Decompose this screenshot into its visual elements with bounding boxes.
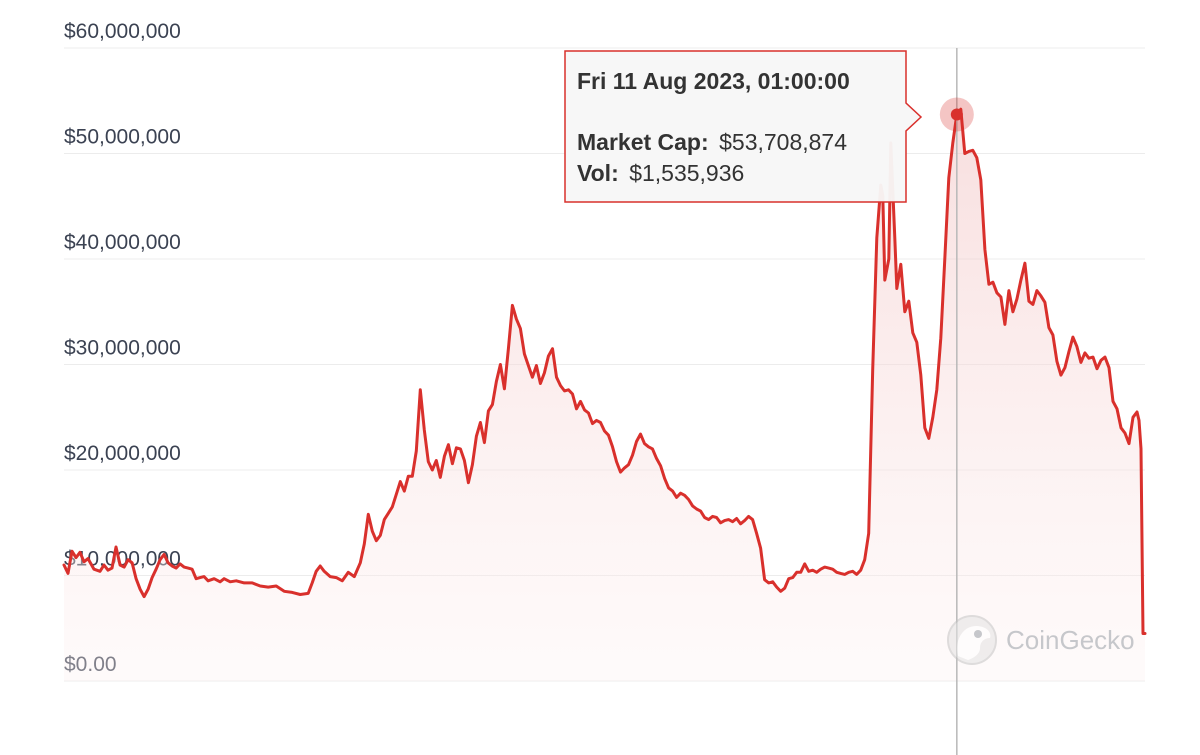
y-tick-label-2: $20,000,000: [64, 442, 181, 465]
market-cap-label: Market Cap:: [577, 129, 709, 155]
y-tick-label-3: $30,000,000: [64, 337, 181, 360]
y-tick-label-6: $60,000,000: [64, 20, 181, 43]
hover-tooltip: Fri 11 Aug 2023, 01:00:00 Market Cap: $5…: [564, 50, 923, 203]
tooltip-box: [564, 50, 923, 203]
gecko-eye-icon: [974, 630, 982, 638]
vol-label: Vol:: [577, 160, 619, 186]
tooltip-market-cap: Market Cap: $53,708,874: [577, 129, 847, 155]
vol-value: $1,535,936: [629, 160, 744, 186]
y-tick-label-5: $50,000,000: [64, 126, 181, 149]
gecko-head-shape: [956, 626, 991, 660]
y-axis-tick-labels: $0.00$10,000,000$20,000,000$30,000,000$4…: [64, 20, 181, 676]
market-cap-line[interactable]: [62, 107, 1147, 635]
tooltip-volume: Vol: $1,535,936: [577, 160, 744, 186]
market-cap-area: [64, 109, 1145, 681]
hover-point[interactable]: [950, 108, 963, 121]
coingecko-watermark: CoinGecko: [947, 615, 1135, 665]
watermark-text: CoinGecko: [1006, 625, 1135, 655]
tooltip-date: Fri 11 Aug 2023, 01:00:00: [577, 68, 850, 94]
y-tick-label-4: $40,000,000: [64, 231, 181, 254]
market-cap-value: $53,708,874: [719, 129, 847, 155]
